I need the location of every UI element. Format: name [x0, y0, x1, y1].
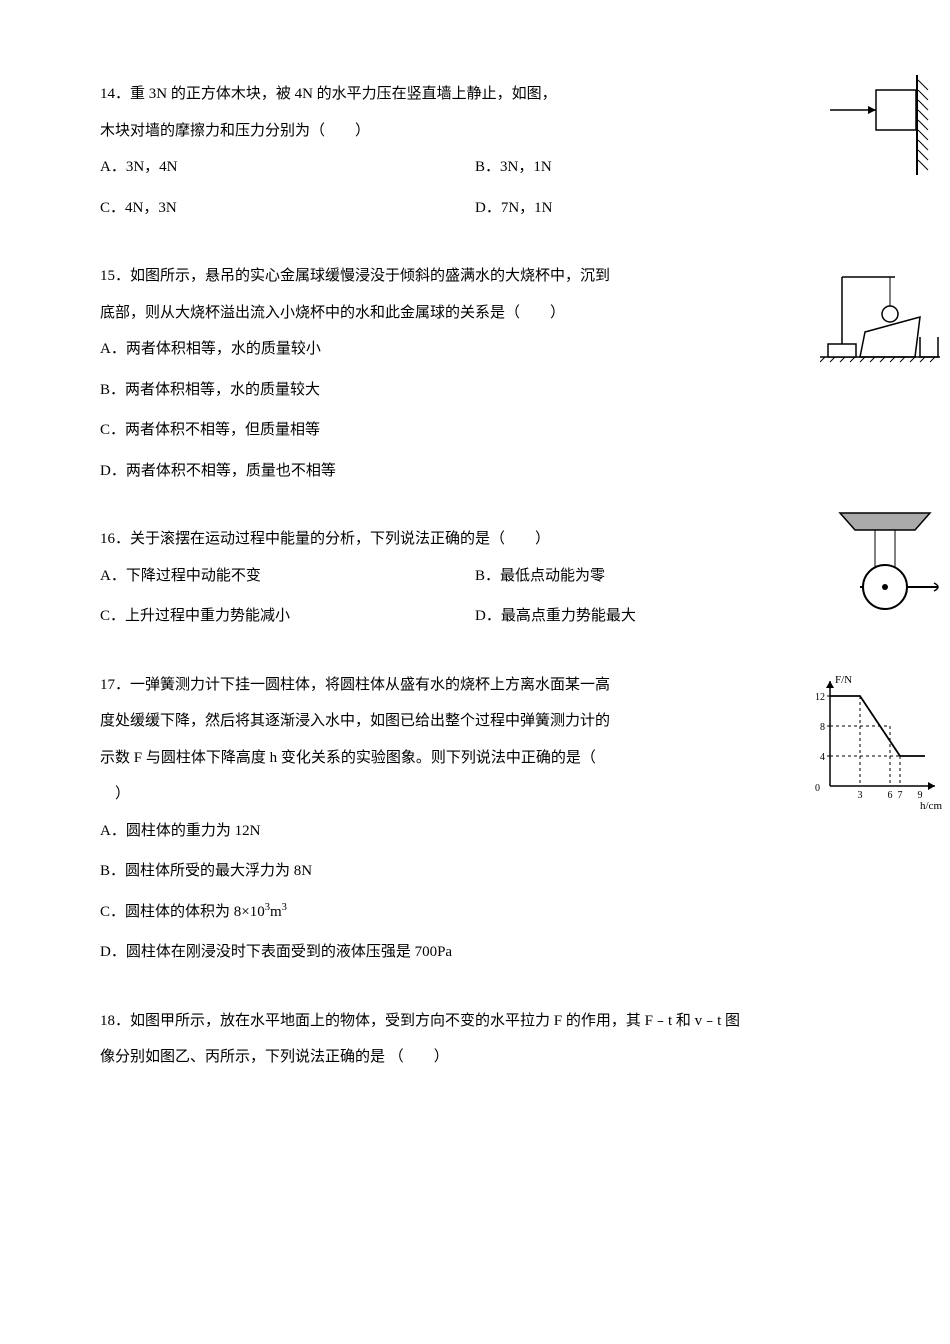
q14-figure — [820, 70, 940, 191]
question-16: 16．关于滚摆在运动过程中能量的分析，下列说法正确的是（ ） A．下降过程中动能… — [100, 525, 850, 643]
q16-option-b: B．最低点动能为零 — [475, 562, 850, 591]
q17-ytick-4: 4 — [820, 752, 825, 763]
q17-optc-head: C．圆柱体的体积为 8×10 — [100, 904, 265, 920]
q14-option-c: C．4N，3N — [100, 194, 475, 223]
question-18: 18．如图甲所示，放在水平地面上的物体，受到方向不变的水平拉力 F 的作用，其 … — [100, 1007, 850, 1072]
q16-figure — [830, 505, 940, 636]
q16-option-a: A．下降过程中动能不变 — [100, 562, 475, 591]
q16-stem: 16．关于滚摆在运动过程中能量的分析，下列说法正确的是（ ） — [100, 525, 850, 554]
q17-option-a: A．圆柱体的重力为 12N — [100, 817, 850, 846]
q16-options: A．下降过程中动能不变 B．最低点动能为零 C．上升过程中重力势能减小 D．最高… — [100, 562, 850, 643]
q14-option-a: A．3N，4N — [100, 153, 475, 182]
q17-xtick-6: 6 — [888, 790, 893, 801]
q17-xtick-7: 7 — [898, 790, 903, 801]
q17-stem-1: 17．一弹簧测力计下挂一圆柱体，将圆柱体从盛有水的烧杯上方离水面某一高 — [100, 671, 850, 700]
q14-options: A．3N，4N B．3N，1N C．4N，3N D．7N，1N — [100, 153, 850, 234]
q17-chart: 0 4 8 12 3 6 7 9 F/N h/cm — [805, 671, 945, 811]
q17-options: A．圆柱体的重力为 12N B．圆柱体所受的最大浮力为 8N C．圆柱体的体积为… — [100, 817, 850, 979]
q18-stem-2: 像分别如图乙、丙所示，下列说法正确的是 （ ） — [100, 1043, 850, 1072]
q17-stem-2: 度处缓缓下降，然后将其逐渐浸入水中，如图已给出整个过程中弹簧测力计的 — [100, 707, 850, 736]
q17-ytick-0: 0 — [815, 783, 820, 794]
question-15: 15．如图所示，悬吊的实心金属球缓慢浸没于倾斜的盛满水的大烧杯中，沉到 底部，则… — [100, 262, 850, 497]
q17-ytick-12: 12 — [815, 692, 825, 703]
q17-ytick-8: 8 — [820, 722, 825, 733]
q15-option-b: B．两者体积相等，水的质量较大 — [100, 376, 850, 405]
q15-figure — [820, 262, 940, 383]
question-14: 14．重 3N 的正方体木块，被 4N 的水平力压在竖直墙上静止，如图， 木块对… — [100, 80, 850, 234]
q14-stem-1: 14．重 3N 的正方体木块，被 4N 的水平力压在竖直墙上静止，如图， — [100, 80, 850, 109]
q15-diagram — [820, 262, 940, 372]
q14-stem-2: 木块对墙的摩擦力和压力分别为（ ） — [100, 117, 850, 146]
q17-optc-tail: m — [270, 904, 282, 920]
q15-option-a: A．两者体积相等，水的质量较小 — [100, 335, 850, 364]
q17-xlabel: h/cm — [920, 800, 942, 811]
q16-option-c: C．上升过程中重力势能减小 — [100, 602, 475, 631]
q17-figure: 0 4 8 12 3 6 7 9 F/N h/cm — [805, 671, 945, 822]
q17-option-d: D．圆柱体在刚浸没时下表面受到的液体压强是 700Pa — [100, 938, 850, 967]
q16-option-d: D．最高点重力势能最大 — [475, 602, 850, 631]
q15-option-d: D．两者体积不相等，质量也不相等 — [100, 457, 850, 486]
q15-option-c: C．两者体积不相等，但质量相等 — [100, 416, 850, 445]
q17-option-b: B．圆柱体所受的最大浮力为 8N — [100, 857, 850, 886]
q15-stem-1: 15．如图所示，悬吊的实心金属球缓慢浸没于倾斜的盛满水的大烧杯中，沉到 — [100, 262, 850, 291]
q17-stem-4: ） — [100, 780, 850, 809]
question-17: 0 4 8 12 3 6 7 9 F/N h/cm 17．一弹簧测力计下挂一圆柱… — [100, 671, 850, 979]
q17-ylabel: F/N — [835, 674, 852, 686]
q14-option-b: B．3N，1N — [475, 153, 850, 182]
q17-optc-sup2: 3 — [282, 902, 287, 913]
q18-stem-1: 18．如图甲所示，放在水平地面上的物体，受到方向不变的水平拉力 F 的作用，其 … — [100, 1007, 850, 1036]
q17-option-c: C．圆柱体的体积为 8×103m3 — [100, 898, 850, 927]
q14-diagram — [820, 70, 940, 180]
q18-stem-1-text: 18．如图甲所示，放在水平地面上的物体，受到方向不变的水平拉力 F 的作用，其 … — [100, 1013, 740, 1029]
q17-stem-3: 示数 F 与圆柱体下降高度 h 变化关系的实验图象。则下列说法中正确的是（ — [100, 744, 850, 773]
q17-xtick-3: 3 — [858, 790, 863, 801]
q16-diagram — [830, 505, 940, 625]
q15-stem-2: 底部，则从大烧杯溢出流入小烧杯中的水和此金属球的关系是（ ） — [100, 299, 850, 328]
q14-option-d: D．7N，1N — [475, 194, 850, 223]
q15-options: A．两者体积相等，水的质量较小 B．两者体积相等，水的质量较大 C．两者体积不相… — [100, 335, 850, 497]
